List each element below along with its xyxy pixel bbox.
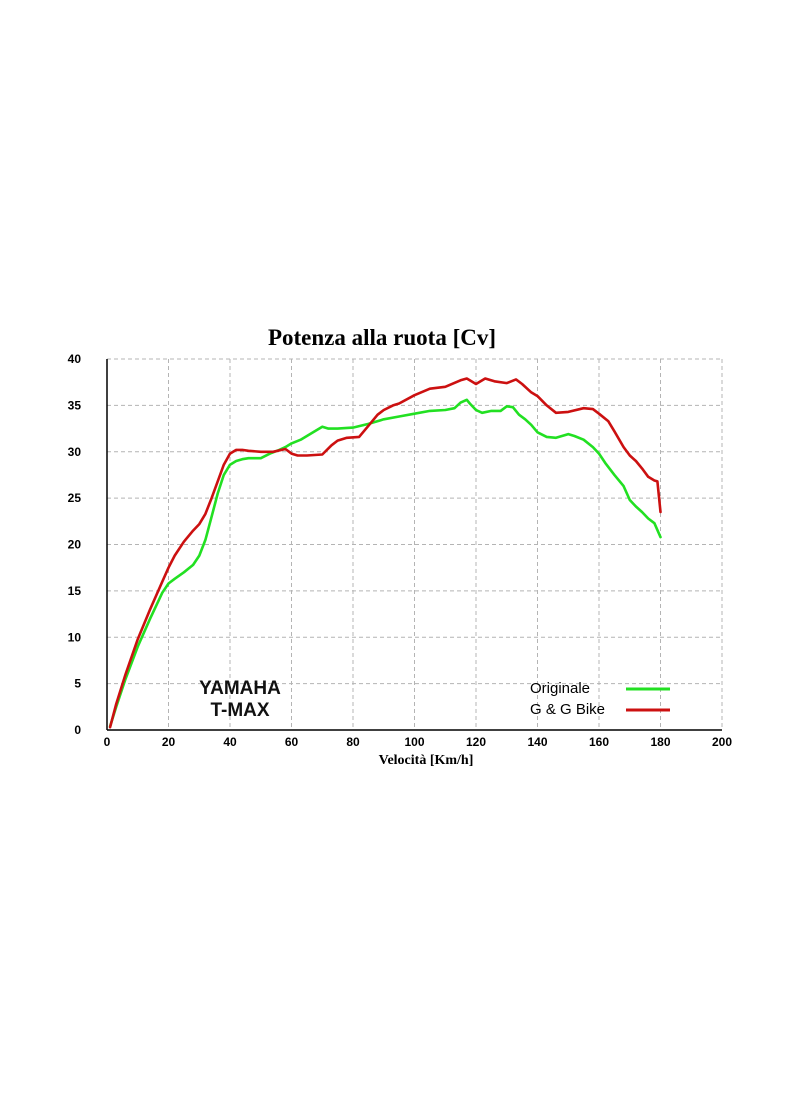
x-axis-label: Velocità [Km/h] [379, 753, 474, 768]
y-tick-label-5: 5 [74, 677, 81, 691]
x-tick-label-0: 0 [104, 735, 111, 749]
legend-label-originale: Originale [530, 680, 590, 697]
x-tick-label-200: 200 [712, 735, 732, 749]
x-tick-label-160: 160 [589, 735, 609, 749]
x-tick-label-20: 20 [162, 735, 176, 749]
legend-label-gg-bike: G & G Bike [530, 701, 605, 718]
series [108, 377, 662, 729]
y-tick-label-20: 20 [68, 538, 82, 552]
x-tick-label-60: 60 [285, 735, 299, 749]
y-tick-label-35: 35 [68, 398, 82, 412]
legend: Originale G & G Bike [530, 680, 670, 718]
y-tick-label-30: 30 [68, 445, 82, 459]
y-tick-label-15: 15 [68, 584, 82, 598]
y-tick-label-25: 25 [68, 491, 82, 505]
axes [106, 359, 722, 731]
series-line-originale [108, 398, 662, 728]
x-tick-label-140: 140 [527, 735, 547, 749]
y-tick-label-40: 40 [68, 352, 82, 366]
x-tick-label-80: 80 [346, 735, 360, 749]
y-tick-label-0: 0 [74, 723, 81, 737]
grid [107, 358, 723, 730]
annotation-brand: YAMAHA [199, 678, 281, 699]
x-tick-label-40: 40 [223, 735, 237, 749]
x-tick-label-120: 120 [466, 735, 486, 749]
y-tick-label-10: 10 [68, 630, 82, 644]
tick-labels: 0 20 40 60 80 100 120 140 160 180 200 0 5 10 15 20 25 30 3… [68, 352, 733, 749]
series-line-gg-bike [108, 377, 662, 729]
annotation-model: T-MAX [210, 700, 269, 721]
x-tick-label-100: 100 [404, 735, 424, 749]
x-tick-label-180: 180 [650, 735, 670, 749]
chart-title: Potenza alla ruota [Cv] [268, 325, 496, 350]
